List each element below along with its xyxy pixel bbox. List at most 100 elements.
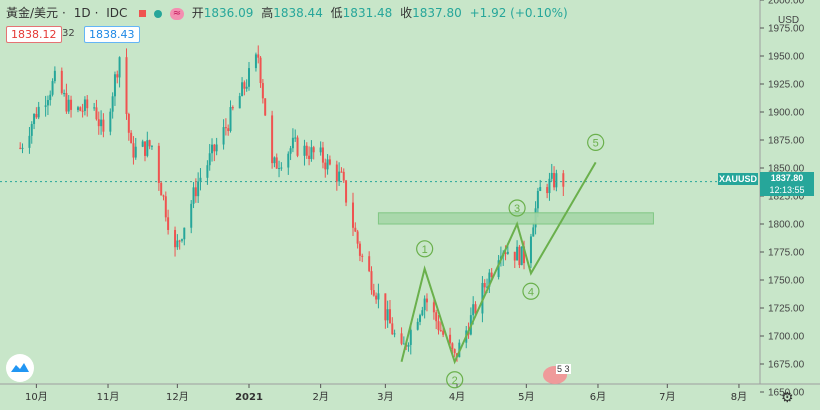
- candle-body: [194, 187, 197, 197]
- candle-body: [516, 246, 519, 261]
- candle-body: [504, 252, 507, 254]
- candle-body: [141, 141, 144, 147]
- candle-body: [231, 107, 234, 109]
- y-tick-label: 1850.00: [768, 164, 805, 175]
- y-tick-label: 1900.00: [768, 108, 805, 119]
- candle-body: [79, 107, 82, 111]
- candle-body: [257, 54, 260, 58]
- candle-body: [294, 137, 297, 139]
- candle-body: [356, 231, 359, 244]
- symbol-label[interactable]: 黃金/美元: [6, 6, 59, 20]
- wave-label: 5: [593, 137, 599, 149]
- candle-body: [49, 94, 52, 101]
- candle-body: [164, 196, 167, 218]
- resistance-zone[interactable]: [377, 212, 654, 225]
- candle-body: [518, 246, 521, 266]
- candle-body: [30, 124, 33, 136]
- candle-body: [102, 119, 105, 132]
- y-tick-label: 1750.00: [768, 276, 805, 287]
- gear-icon[interactable]: ⚙: [781, 389, 794, 405]
- candle-body: [539, 187, 542, 191]
- candle-body: [241, 82, 244, 97]
- candle-body: [113, 74, 116, 97]
- open-label: 开: [191, 6, 204, 20]
- candle-body: [453, 349, 456, 354]
- candle-body: [523, 246, 526, 264]
- elliott-wave-line[interactable]: [400, 161, 597, 365]
- candle-body: [65, 93, 68, 112]
- candle-body: [305, 145, 308, 156]
- candle-body: [264, 98, 267, 116]
- open-value: 1836.09: [203, 6, 254, 20]
- spread-value: 32: [62, 28, 75, 39]
- candle-body: [486, 286, 489, 288]
- x-tick-label: 10月: [25, 391, 48, 403]
- candle-body: [109, 111, 112, 132]
- candle-body: [416, 321, 419, 330]
- candle-body: [160, 182, 163, 196]
- candle-body: [116, 74, 119, 78]
- source-label: IDC: [106, 6, 128, 20]
- candle-body: [146, 140, 149, 156]
- candle-body: [134, 146, 137, 158]
- y-tick-label: 2000.00: [768, 0, 805, 7]
- y-tick-label: 1825.00: [768, 192, 805, 203]
- candle-body: [243, 82, 246, 89]
- candle-body: [296, 137, 299, 156]
- buy-button[interactable]: 1838.43: [84, 26, 140, 43]
- candle-body: [449, 334, 452, 344]
- candle-body: [76, 107, 79, 110]
- candle-body: [345, 180, 348, 203]
- candle-body: [190, 203, 193, 228]
- tradingview-cloud-icon[interactable]: [6, 354, 34, 382]
- candle-body: [402, 343, 405, 345]
- y-tick-label: 1775.00: [768, 248, 805, 259]
- x-tick-label: 3月: [377, 391, 393, 403]
- candle-body: [67, 99, 70, 112]
- candle-body: [53, 70, 56, 82]
- symbol-tag: XAUUSD: [718, 173, 758, 185]
- ohlc-header: 黃金/美元 · 1D · IDC ≈ 开1836.09 高1838.44 低1831…: [6, 6, 568, 20]
- candle-body: [132, 143, 135, 158]
- candle-body: [303, 145, 306, 156]
- event-badge[interactable]: 5 3: [556, 364, 571, 374]
- candle-body: [130, 132, 133, 144]
- candle-body: [548, 178, 551, 194]
- candle-body: [432, 302, 435, 313]
- indicator-toggle-icon[interactable]: ≈: [169, 7, 184, 20]
- wave-label-circle: [416, 240, 434, 258]
- candle-body: [377, 293, 380, 300]
- candle-body: [248, 68, 250, 87]
- candle-body: [37, 106, 40, 118]
- candle-body: [206, 165, 209, 178]
- candle-body: [338, 171, 341, 182]
- candle-body: [529, 236, 532, 264]
- candle-body: [178, 240, 181, 242]
- candle-body: [273, 157, 276, 164]
- candle-body: [312, 147, 315, 153]
- x-tick-label: 2月: [312, 391, 328, 403]
- market-status-icon[interactable]: [154, 9, 163, 18]
- wave-label-circle: [446, 371, 464, 389]
- sell-button[interactable]: 1838.12: [6, 26, 62, 43]
- candle-body: [157, 145, 160, 183]
- y-tick-label: 1700.00: [768, 332, 805, 343]
- candle-body: [111, 96, 114, 112]
- candle-body: [483, 283, 486, 288]
- candle-body: [439, 330, 442, 332]
- candle-body: [275, 157, 278, 169]
- wave-label: 4: [528, 286, 534, 298]
- y-tick-label: 1950.00: [768, 52, 805, 63]
- interval-label[interactable]: 1D: [73, 6, 91, 20]
- candle-body: [562, 173, 565, 187]
- candle-body: [180, 239, 183, 241]
- flag-icon[interactable]: [139, 10, 147, 17]
- candle-body: [148, 140, 151, 147]
- candle-body: [326, 159, 329, 170]
- candle-body: [60, 70, 63, 94]
- candle-body: [118, 57, 121, 78]
- candle-body: [474, 304, 477, 314]
- y-tick-label: 1975.00: [768, 24, 805, 35]
